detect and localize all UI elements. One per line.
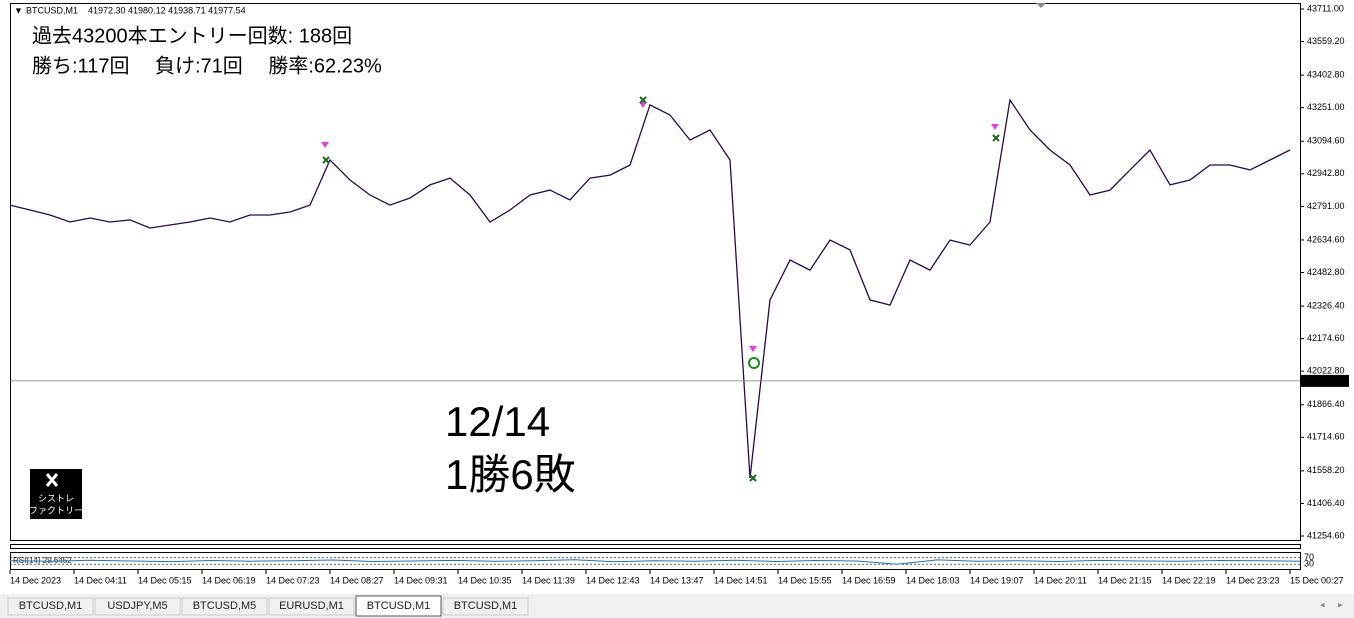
x-tick-label: 14 Dec 14:51	[714, 575, 768, 585]
x-tick-label: 14 Dec 11:39	[522, 575, 575, 585]
rsi-line	[9, 559, 1301, 565]
y-tick-label: 43094.60	[1307, 136, 1345, 146]
x-tick-label: 14 Dec 19:07	[970, 575, 1024, 585]
x-tick-label: 14 Dec 06:19	[202, 575, 256, 585]
y-tick-label: 43711.00	[1307, 3, 1344, 13]
rsi-label: RSI(14) 29.6452	[13, 556, 72, 565]
signal-cross	[992, 134, 1000, 142]
tab-label[interactable]: BTCUSD,M5	[193, 600, 257, 612]
stats-line: 過去43200本エントリー回数: 188回	[32, 24, 352, 47]
x-tick-label: 14 Dec 21:15	[1098, 575, 1152, 585]
date-text: 12/14	[445, 398, 550, 445]
x-tick-label: 15 Dec 00:27	[1290, 575, 1344, 585]
y-tick-label: 42482.80	[1307, 267, 1345, 277]
stats-line: 勝ち:117回 負け:71回 勝率:62.23%	[32, 54, 382, 77]
signal-cross	[639, 96, 647, 104]
y-tick-label: 41254.60	[1307, 530, 1345, 540]
logo-text: シストレ	[38, 493, 74, 503]
tab[interactable]	[355, 595, 442, 617]
price-line	[9, 98, 1291, 479]
x-tick-label: 14 Dec 22:19	[1162, 575, 1216, 585]
tab[interactable]	[7, 597, 94, 616]
signal-arrow	[321, 142, 329, 148]
tab[interactable]	[94, 597, 181, 616]
signal-cross	[749, 474, 757, 482]
y-tick-label: 42326.40	[1307, 300, 1345, 310]
signal-cross	[322, 156, 330, 164]
y-tick-label: 43402.80	[1307, 69, 1345, 79]
x-tick-label: 14 Dec 12:43	[586, 575, 640, 585]
y-tick-label: 42634.60	[1307, 234, 1345, 244]
x-tick-label: 14 Dec 18:03	[906, 575, 960, 585]
y-tick-label: 42791.00	[1307, 201, 1345, 211]
current-price-label: 41977.54	[1305, 375, 1343, 385]
quote: 41972.30 41980.12 41938.71 41977.54	[88, 5, 246, 15]
x-tick-label: 14 Dec 10:35	[458, 575, 512, 585]
y-tick-label: 42942.80	[1307, 168, 1345, 178]
logo-text: ファクトリー	[29, 505, 83, 515]
tab-label[interactable]: BTCUSD,M1	[454, 600, 518, 612]
menu-arrow: ▼	[14, 5, 23, 15]
x-tick-label: 14 Dec 08:27	[330, 575, 384, 585]
separator	[10, 544, 1301, 549]
rsi-level-label: 30	[1304, 559, 1314, 569]
tab[interactable]	[268, 597, 355, 616]
scroll-right[interactable]: ▸	[1338, 599, 1343, 609]
tab-label[interactable]: USDJPY,M5	[107, 600, 167, 612]
tab[interactable]	[442, 597, 529, 616]
y-tick-label: 42022.80	[1307, 366, 1345, 376]
x-tick-label: 14 Dec 2023	[10, 575, 61, 585]
logo-icon	[45, 473, 59, 487]
signal-arrow	[991, 124, 999, 130]
y-tick-label: 43559.20	[1307, 36, 1345, 46]
y-tick-label: 42174.60	[1307, 333, 1345, 343]
y-tick-label: 41714.60	[1307, 432, 1345, 442]
result-text: 1勝6敗	[445, 451, 576, 498]
x-tick-label: 14 Dec 09:31	[394, 575, 448, 585]
x-tick-label: 14 Dec 07:23	[266, 575, 320, 585]
tab-label[interactable]: BTCUSD,M1	[367, 600, 431, 612]
y-tick-label: 43251.00	[1307, 102, 1345, 112]
signal-arrow	[639, 102, 647, 108]
x-tick-label: 14 Dec 05:15	[138, 575, 192, 585]
scroll-left[interactable]: ◂	[1320, 599, 1325, 609]
tab-label[interactable]: EURUSD,M1	[279, 600, 344, 612]
y-tick-label: 41558.20	[1307, 465, 1345, 475]
y-tick-label: 41406.40	[1307, 498, 1345, 508]
current-price-box	[1301, 374, 1349, 387]
tab[interactable]	[181, 597, 268, 616]
signal-circle	[748, 357, 760, 369]
tab-label[interactable]: BTCUSD,M1	[19, 600, 83, 612]
x-tick-label: 14 Dec 15:55	[778, 575, 832, 585]
y-tick-label: 41866.40	[1307, 399, 1345, 409]
rsi-level-label: 70	[1304, 552, 1314, 562]
x-tick-label: 14 Dec 16:59	[842, 575, 896, 585]
symbol: BTCUSD,M1	[26, 5, 78, 15]
x-tick-label: 14 Dec 13:47	[650, 575, 704, 585]
x-tick-label: 14 Dec 23:23	[1226, 575, 1280, 585]
shift-marker	[1036, 3, 1046, 8]
signal-arrow	[749, 346, 757, 352]
x-tick-label: 14 Dec 20:11	[1034, 575, 1087, 585]
x-tick-label: 14 Dec 04:11	[74, 575, 127, 585]
